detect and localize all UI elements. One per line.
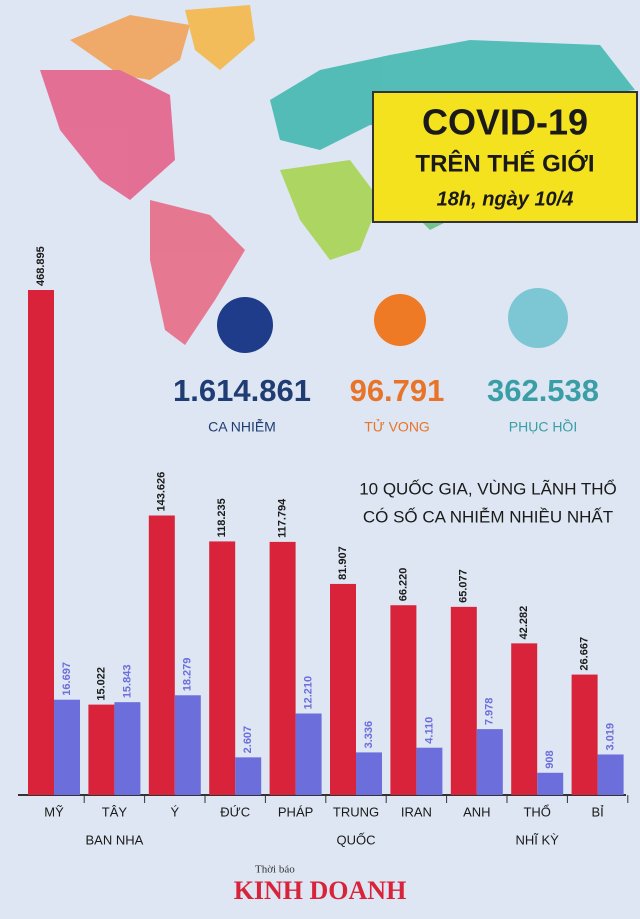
x-tick-label: MỸ (44, 804, 64, 819)
x-tick-label: THỔ (523, 804, 550, 819)
bar (209, 541, 236, 795)
value-label: 468.895 (35, 246, 47, 286)
x-tick-label: NHĨ KỲ (516, 832, 560, 847)
bar (174, 695, 201, 795)
stat-value: 1.614.861 (173, 373, 311, 408)
bar (476, 729, 503, 795)
value-label: 42.282 (518, 606, 530, 640)
bar (148, 515, 175, 795)
stat-label: CA NHIỄM (208, 419, 276, 435)
stat-label: TỬ VONG (364, 418, 430, 435)
icon-head (374, 294, 426, 346)
x-tick-label: Ý (170, 804, 179, 819)
bar (450, 606, 477, 795)
bar (597, 754, 624, 795)
x-tick-label: TÂY (102, 804, 128, 819)
x-tick-label: BỈ (591, 804, 604, 819)
value-label: 65.077 (458, 569, 470, 603)
bar (28, 290, 54, 795)
chart-title: 10 QUỐC GIA, VÙNG LÃNH THỔ (359, 478, 617, 498)
x-tick-label: PHÁP (278, 804, 313, 819)
map-shape (40, 70, 175, 200)
bar (114, 702, 141, 795)
bar (356, 752, 382, 795)
value-label: 15.843 (121, 665, 133, 699)
stat-value: 362.538 (487, 373, 599, 408)
bar (330, 583, 356, 795)
time: 18h, ngày 10/4 (437, 188, 574, 210)
value-label: 18.279 (182, 658, 194, 692)
value-label: 4.110 (423, 717, 435, 744)
value-label: 7.978 (484, 698, 496, 726)
map-shape (280, 160, 380, 260)
value-label: 81.907 (337, 546, 349, 580)
x-tick-label: TRUNG (333, 804, 379, 819)
subtitle: TRÊN THẾ GIỚI (415, 149, 594, 177)
icon-head (508, 288, 568, 348)
icon-head (217, 297, 273, 353)
bar (416, 747, 443, 795)
x-tick-label: IRAN (401, 804, 432, 819)
value-label: 16.697 (61, 662, 73, 696)
bar (571, 674, 598, 795)
value-label: 12.210 (303, 676, 315, 710)
value-label: 908 (544, 750, 556, 768)
value-label: 66.220 (397, 568, 409, 602)
value-label: 15.022 (95, 667, 107, 701)
value-label: 143.626 (156, 472, 168, 512)
bar (88, 704, 115, 795)
chart-title: CÓ SỐ CA NHIỄM NHIỀU NHẤT (363, 506, 613, 526)
title-box (372, 91, 638, 223)
map-shape (150, 200, 245, 345)
value-label: 117.794 (277, 498, 289, 538)
x-tick-label: ĐỨC (220, 804, 250, 819)
value-label: 2.607 (242, 726, 254, 754)
value-label: 3.336 (363, 721, 375, 749)
stat-label: PHỤC HỒI (509, 418, 577, 435)
value-label: 118.235 (216, 498, 228, 537)
bar (537, 772, 564, 795)
map-shape (70, 15, 190, 80)
stat-value: 96.791 (350, 373, 445, 408)
bar (295, 713, 322, 795)
title: COVID-19 (422, 102, 588, 143)
bar (390, 605, 417, 795)
brand-small: Thời báo (255, 864, 295, 876)
bar (54, 699, 80, 795)
value-label: 26.667 (579, 637, 591, 671)
bar (511, 643, 538, 795)
bar (269, 541, 296, 795)
map-shape (185, 5, 255, 70)
value-label: 3.019 (605, 723, 617, 751)
x-tick-label: ANH (463, 804, 490, 819)
x-tick-label: BAN NHA (86, 832, 144, 847)
brand: KINH DOANH (234, 876, 407, 905)
bar (235, 757, 262, 795)
x-tick-label: QUỐC (337, 832, 376, 847)
